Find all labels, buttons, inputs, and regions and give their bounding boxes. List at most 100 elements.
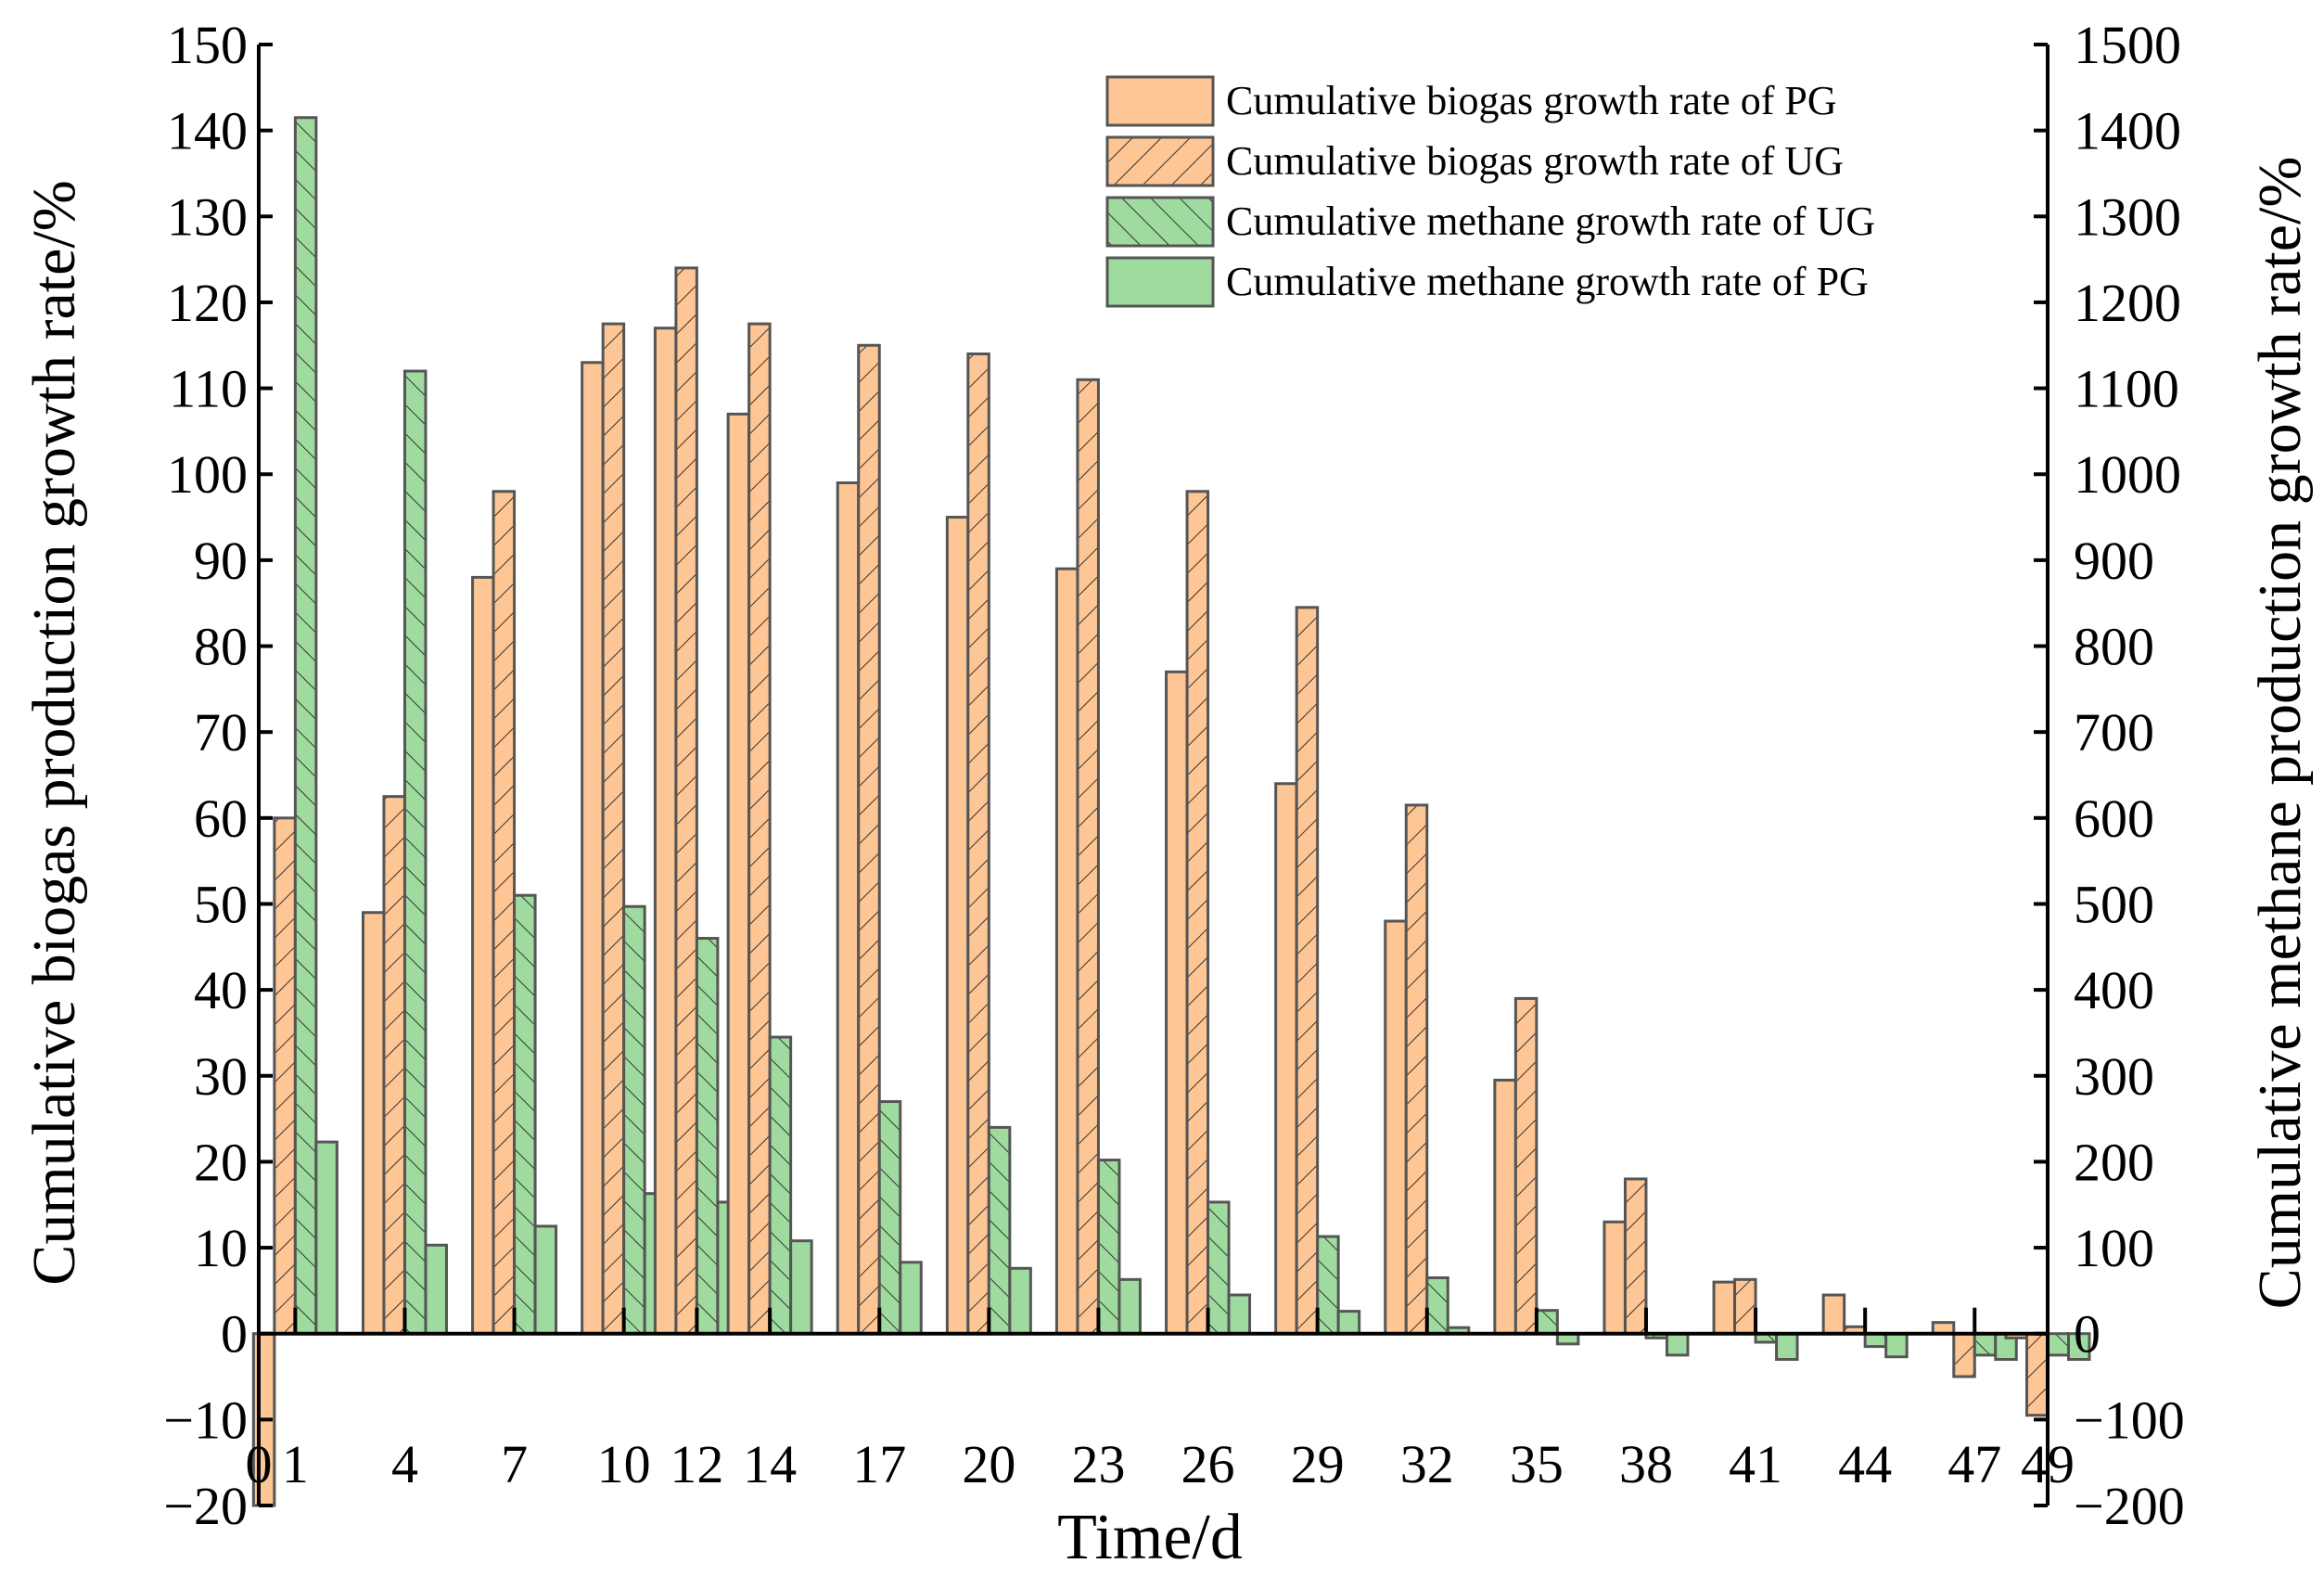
y-tick-label-right: 800 <box>2074 617 2154 677</box>
bar-s2-t14 <box>747 322 772 1336</box>
y-tick-label-left: 50 <box>194 874 248 934</box>
bar-s4-t41 <box>1775 1332 1799 1362</box>
bars-group <box>251 116 2091 1507</box>
bar-s2-t1 <box>273 816 297 1336</box>
bar-s3-t4 <box>402 369 428 1336</box>
bar-s2-t29 <box>1295 606 1320 1336</box>
y-tick-label-right: 1500 <box>2074 15 2181 75</box>
y-tick-label-left: −20 <box>163 1476 248 1536</box>
y-tick-label-right: −100 <box>2074 1390 2185 1450</box>
y-tick-label-left: −10 <box>163 1390 248 1450</box>
y-tick-label-right: 1000 <box>2074 444 2181 505</box>
y-tick-label-left: 100 <box>167 444 248 505</box>
y-tick-label-right: 1400 <box>2074 101 2181 161</box>
bar-s2-t23 <box>1076 378 1100 1336</box>
y-tick-label-left: 130 <box>167 186 248 247</box>
y-tick-label-right: 0 <box>2074 1304 2101 1365</box>
bar-s3-t23 <box>1096 1159 1121 1336</box>
bar-s4-t7 <box>533 1224 558 1336</box>
x-tick-label: 1 <box>282 1434 309 1494</box>
y-tick-label-left: 40 <box>194 960 248 1020</box>
bar-s1-t12 <box>653 327 678 1336</box>
x-tick-label: 26 <box>1181 1434 1235 1494</box>
bar-s3-t17 <box>877 1100 902 1336</box>
y-tick-label-right: 600 <box>2074 788 2154 849</box>
bar-s3-t35 <box>1535 1309 1559 1336</box>
y-tick-label-right: 700 <box>2074 702 2154 762</box>
x-tick-label: 49 <box>2021 1434 2075 1494</box>
bar-s2-t20 <box>966 352 990 1336</box>
bar-s3-t44 <box>1863 1332 1888 1349</box>
y-tick-label-right: 300 <box>2074 1046 2154 1107</box>
x-tick-label: 0 <box>246 1434 273 1494</box>
x-tick-label: 32 <box>1400 1434 1454 1494</box>
y-tick-label-left: 0 <box>221 1304 248 1365</box>
bar-s2-t17 <box>857 343 881 1336</box>
bar-s1-t38 <box>1603 1220 1627 1336</box>
legend-swatch-4 <box>1105 256 1215 308</box>
bar-s3-t14 <box>768 1035 793 1336</box>
legend-label-3: Cumulative methane growth rate of UG <box>1226 199 1875 244</box>
x-tick-label: 10 <box>597 1434 651 1494</box>
y-tick-label-left: 150 <box>167 15 248 75</box>
bar-s3-t26 <box>1207 1200 1231 1336</box>
bar-s1-t41 <box>1712 1280 1737 1336</box>
bar-s2-t12 <box>674 266 698 1336</box>
bar-s2-t7 <box>492 490 517 1336</box>
y-tick-label-left: 80 <box>194 617 248 677</box>
bar-s2-t49 <box>2025 1332 2049 1417</box>
x-tick-label: 12 <box>670 1434 723 1494</box>
y-tick-label-left: 120 <box>167 273 248 333</box>
bar-s4-t4 <box>424 1243 448 1336</box>
bar-s4-t38 <box>1665 1332 1690 1357</box>
bar-s2-t32 <box>1404 803 1429 1336</box>
bar-s3-t32 <box>1425 1275 1449 1336</box>
legend-label-2: Cumulative biogas growth rate of UG <box>1226 138 1844 184</box>
bar-s4-t1 <box>314 1140 338 1336</box>
bar-s1-t17 <box>836 481 861 1336</box>
bar-s1-t23 <box>1054 567 1079 1336</box>
x-tick-label: 7 <box>501 1434 528 1494</box>
x-tick-label: 23 <box>1071 1434 1125 1494</box>
bar-s4-t29 <box>1336 1310 1361 1336</box>
x-tick-label: 41 <box>1729 1434 1782 1494</box>
y-tick-label-left: 30 <box>194 1046 248 1107</box>
bar-s3-t12 <box>695 937 720 1336</box>
bar-s2-t47 <box>1952 1332 1976 1378</box>
bar-s3-t29 <box>1316 1235 1340 1336</box>
x-tick-label: 38 <box>1619 1434 1673 1494</box>
bar-s1-t29 <box>1274 782 1298 1336</box>
bar-s2-t10 <box>601 322 626 1336</box>
legend-label-1: Cumulative biogas growth rate of PG <box>1226 78 1837 123</box>
bar-s2-t26 <box>1185 490 1210 1336</box>
bar-s3-t7 <box>513 893 537 1336</box>
bar-s4-t23 <box>1117 1277 1142 1336</box>
bar-s4-t26 <box>1227 1293 1252 1336</box>
y-axis-title-right: Cumulative methane production growth rat… <box>2246 157 2314 1310</box>
bar-s2-t41 <box>1733 1277 1757 1336</box>
bar-s1-t26 <box>1165 670 1189 1336</box>
y-tick-label-right: −200 <box>2074 1476 2185 1536</box>
x-tick-label: 4 <box>391 1434 418 1494</box>
bar-s3-t20 <box>987 1125 1012 1336</box>
x-tick-label: 44 <box>1838 1434 1892 1494</box>
axes-group: −20−100102030405060708090100110120130140… <box>163 15 2184 1536</box>
legend-label-4: Cumulative methane growth rate of PG <box>1226 259 1869 304</box>
y-tick-label-left: 90 <box>194 531 248 591</box>
bar-s1-t32 <box>1384 919 1408 1336</box>
bar-s1-t10 <box>581 361 605 1336</box>
legend-swatch-1 <box>1105 75 1215 127</box>
y-tick-label-left: 140 <box>167 101 248 161</box>
y-tick-label-right: 200 <box>2074 1132 2154 1192</box>
bar-s1-t14 <box>726 412 751 1336</box>
x-axis-title: Time/d <box>1057 1502 1243 1573</box>
bar-s4-t17 <box>899 1261 923 1336</box>
y-axis-title-left: Cumulative biogas production growth rate… <box>20 180 88 1285</box>
x-tick-label: 47 <box>1947 1434 2001 1494</box>
y-tick-label-left: 70 <box>194 702 248 762</box>
bar-s1-t7 <box>471 575 495 1336</box>
bar-s2-t35 <box>1513 996 1539 1336</box>
bar-s2-t4 <box>382 795 406 1336</box>
bar-s2-t38 <box>1623 1177 1648 1336</box>
bar-s4-t44 <box>1884 1332 1909 1359</box>
